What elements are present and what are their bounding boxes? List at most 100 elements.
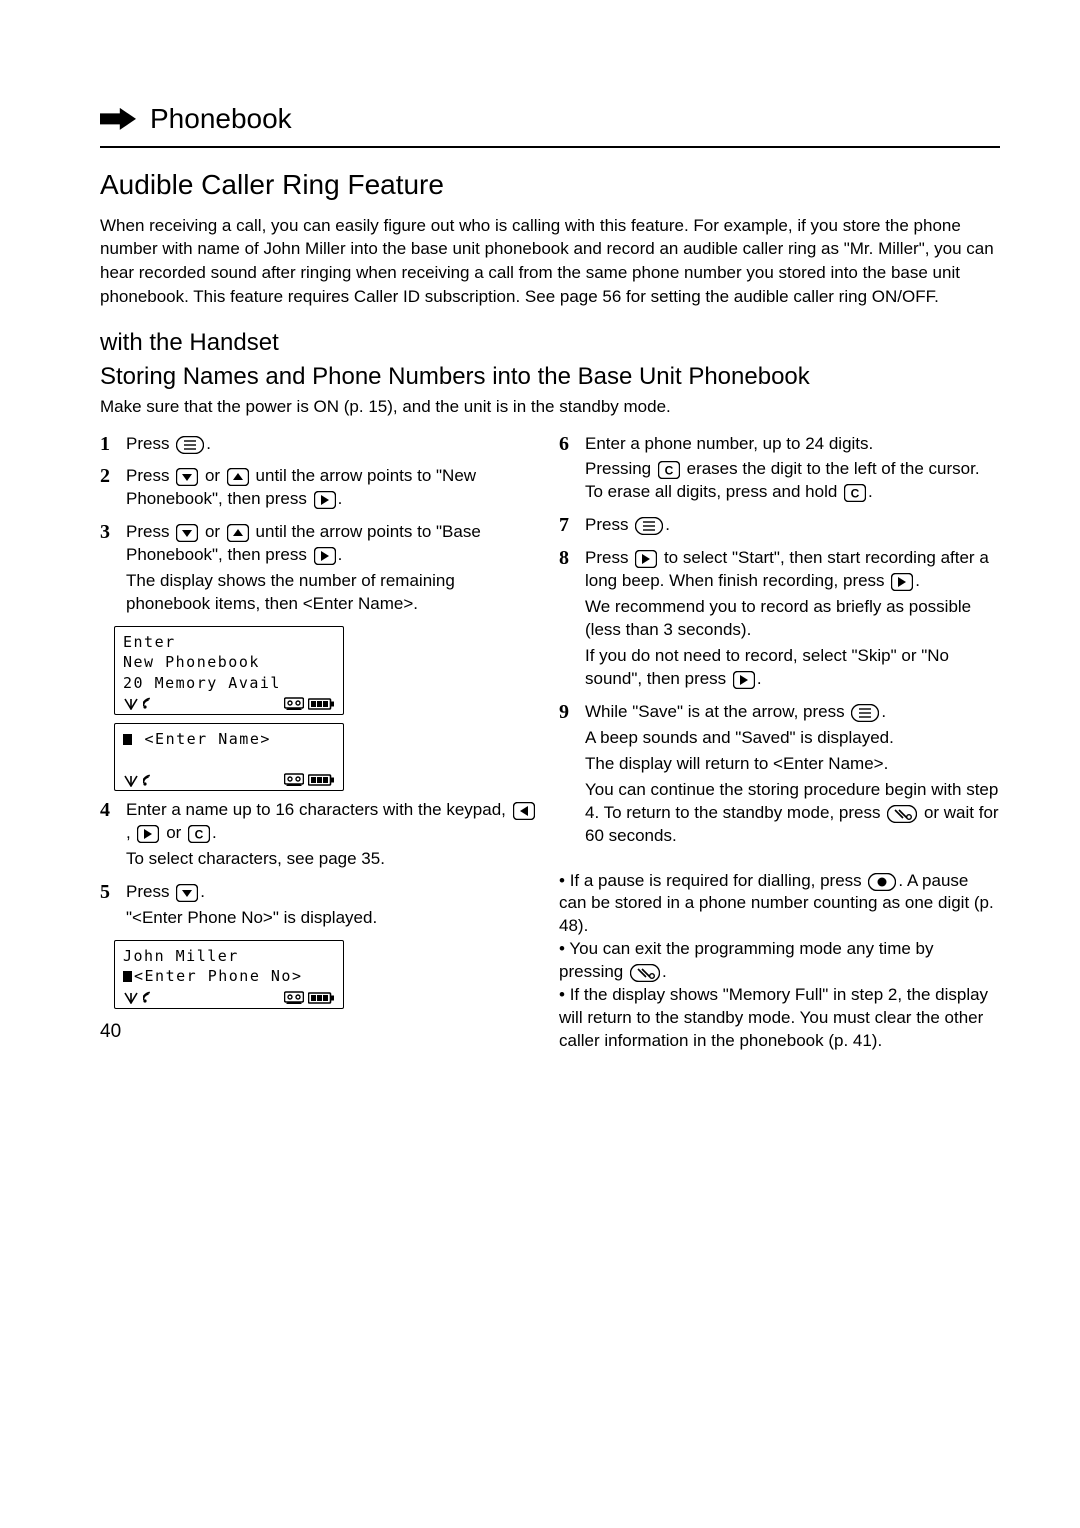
tape-icon xyxy=(284,773,304,787)
menu-key-icon xyxy=(176,436,204,454)
two-column-body: 1 Press . 2 Press or until the arrow poi… xyxy=(100,433,1000,1054)
step-4: 4 Enter a name up to 16 characters with … xyxy=(100,799,541,871)
c-key-icon xyxy=(844,484,866,502)
menu-key-icon xyxy=(635,517,663,535)
battery-icon xyxy=(308,774,335,786)
right-key-icon xyxy=(314,547,336,565)
step-number: 3 xyxy=(100,521,118,616)
step-subtext: We recommend you to record as briefly as… xyxy=(585,596,1000,642)
step-subtext: A beep sounds and "Saved" is displayed. xyxy=(585,727,1000,750)
step-5: 5 Press . "<Enter Phone No>" is displaye… xyxy=(100,881,541,930)
footnote-pause: • If a pause is required for dialling, p… xyxy=(559,870,1000,939)
step-number: 2 xyxy=(100,465,118,511)
lcd-display-2: <Enter Name> xyxy=(114,723,344,792)
lcd-status-bar xyxy=(123,697,335,711)
step-subtext: The display will return to <Enter Name>. xyxy=(585,753,1000,776)
step-text: Press xyxy=(585,515,628,534)
right-key-icon xyxy=(891,573,913,591)
step-text: or xyxy=(166,823,181,842)
up-key-icon xyxy=(227,524,249,542)
c-key-icon xyxy=(658,461,680,479)
step-text: While "Save" is at the arrow, press xyxy=(585,702,845,721)
step-text: or xyxy=(205,466,220,485)
section-header: Phonebook xyxy=(100,100,1000,138)
step-text: Press xyxy=(126,466,169,485)
right-key-icon xyxy=(314,491,336,509)
header-rule xyxy=(100,146,1000,148)
lcd-line: John Miller xyxy=(123,946,335,966)
tape-icon xyxy=(284,697,304,711)
step-8: 8 Press to select "Start", then start re… xyxy=(559,547,1000,691)
step-1: 1 Press . xyxy=(100,433,541,456)
antenna-icon xyxy=(123,991,139,1004)
up-key-icon xyxy=(227,468,249,486)
step-text: Enter a name up to 16 characters with th… xyxy=(126,800,506,819)
lcd-line: Enter xyxy=(123,632,335,652)
step-7: 7 Press . xyxy=(559,514,1000,537)
signal-icon xyxy=(143,991,157,1004)
antenna-icon xyxy=(123,774,139,787)
lcd-line: New Phonebook xyxy=(123,652,335,672)
lcd-status-bar xyxy=(123,773,335,787)
subhead-with-handset: with the Handset xyxy=(100,327,1000,359)
down-key-icon xyxy=(176,524,198,542)
signal-icon xyxy=(143,774,157,787)
step-3: 3 Press or until the arrow points to "Ba… xyxy=(100,521,541,616)
step-number: 4 xyxy=(100,799,118,871)
step-number: 6 xyxy=(559,433,577,505)
feature-title: Audible Caller Ring Feature xyxy=(100,166,1000,204)
down-key-icon xyxy=(176,468,198,486)
right-key-icon xyxy=(733,671,755,689)
step-subtext: If you do not need to record, select "Sk… xyxy=(585,646,949,688)
tape-icon xyxy=(284,991,304,1005)
page-number: 40 xyxy=(100,1019,541,1045)
footnotes: • If a pause is required for dialling, p… xyxy=(559,870,1000,1054)
right-key-icon xyxy=(635,550,657,568)
lcd-line: <Enter Phone No> xyxy=(123,966,335,986)
step-9: 9 While "Save" is at the arrow, press . … xyxy=(559,701,1000,848)
left-key-icon xyxy=(513,802,535,820)
step-text: Press xyxy=(126,522,169,541)
footnote-exit: • You can exit the programming mode any … xyxy=(559,938,1000,984)
step-subtext: To select characters, see page 35. xyxy=(126,848,541,871)
antenna-icon xyxy=(123,697,139,710)
lcd-display-1: Enter New Phonebook 20 Memory Avail xyxy=(114,626,344,715)
menu-key-icon xyxy=(851,704,879,722)
footnote-memory-full: • If the display shows "Memory Full" in … xyxy=(559,984,1000,1053)
step-text: Press xyxy=(126,882,169,901)
step-text: Press xyxy=(585,548,628,567)
step-number: 8 xyxy=(559,547,577,691)
breadcrumb: Phonebook xyxy=(150,100,292,138)
down-key-icon xyxy=(176,884,198,902)
step-number: 1 xyxy=(100,433,118,456)
c-key-icon xyxy=(188,825,210,843)
step-subtext: Pressing xyxy=(585,459,651,478)
battery-icon xyxy=(308,992,335,1004)
redial-key-icon xyxy=(868,873,896,891)
intro-text: When receiving a call, you can easily fi… xyxy=(100,214,1000,309)
lcd-display-3: John Miller <Enter Phone No> xyxy=(114,940,344,1009)
step-number: 9 xyxy=(559,701,577,848)
lcd-status-bar xyxy=(123,991,335,1005)
battery-icon xyxy=(308,698,335,710)
precondition: Make sure that the power is ON (p. 15), … xyxy=(100,396,1000,419)
signal-icon xyxy=(143,697,157,710)
off-key-icon xyxy=(630,964,660,982)
step-number: 5 xyxy=(100,881,118,930)
step-text: Press xyxy=(126,434,169,453)
step-subtext: The display shows the number of remainin… xyxy=(126,570,541,616)
arrow-icon xyxy=(100,108,136,130)
left-column: 1 Press . 2 Press or until the arrow poi… xyxy=(100,433,541,1054)
right-key-icon xyxy=(137,825,159,843)
step-text: or xyxy=(205,522,220,541)
lcd-line: <Enter Name> xyxy=(123,729,335,749)
off-key-icon xyxy=(887,805,917,823)
step-subtext: "<Enter Phone No>" is displayed. xyxy=(126,907,541,930)
step-6: 6 Enter a phone number, up to 24 digits.… xyxy=(559,433,1000,505)
step-2: 2 Press or until the arrow points to "Ne… xyxy=(100,465,541,511)
step-text: Enter a phone number, up to 24 digits. xyxy=(585,434,873,453)
step-number: 7 xyxy=(559,514,577,537)
subhead-storing: Storing Names and Phone Numbers into the… xyxy=(100,361,1000,393)
right-column: 6 Enter a phone number, up to 24 digits.… xyxy=(559,433,1000,1054)
lcd-line: 20 Memory Avail xyxy=(123,673,335,693)
